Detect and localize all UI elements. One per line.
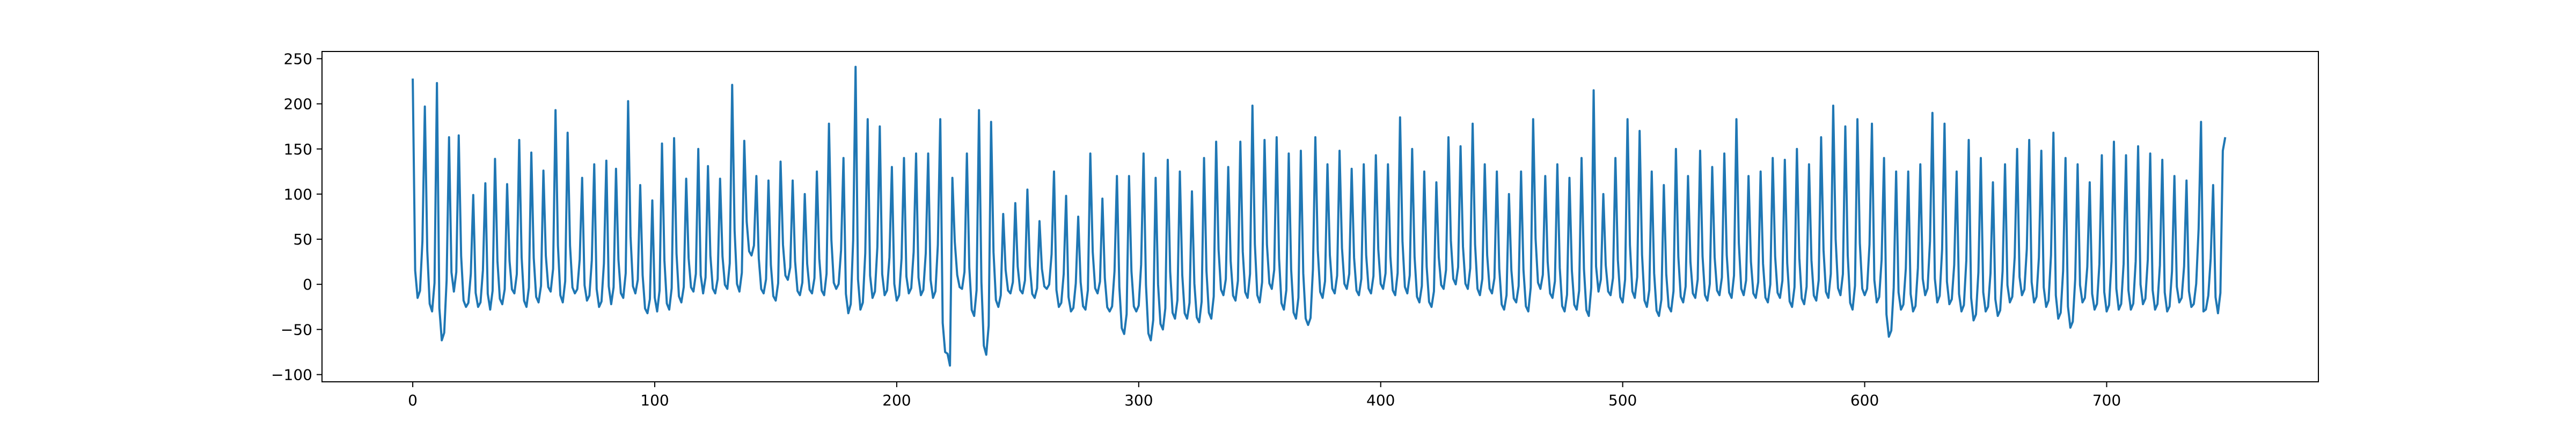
x-tick-label: 400 — [1366, 391, 1395, 409]
y-axis-ticks: −100 −50 0 50 100 150 200 250 — [271, 50, 322, 384]
x-tick-label: 200 — [882, 391, 911, 409]
series-line — [412, 65, 2227, 367]
series-layer — [412, 65, 2227, 367]
plot-area — [322, 51, 2318, 382]
y-tick-label: 100 — [284, 186, 312, 203]
y-tick-label: −100 — [271, 366, 312, 384]
x-tick-label: 600 — [1850, 391, 1879, 409]
plot-frame — [321, 51, 2319, 382]
x-axis-ticks: 0 100 200 300 400 500 600 700 — [408, 382, 2121, 409]
x-tick-label: 500 — [1608, 391, 1637, 409]
y-tick-label: 200 — [284, 95, 312, 113]
x-tick-label: 0 — [408, 391, 418, 409]
y-tick-label: 0 — [303, 276, 312, 293]
y-tick-label: 50 — [293, 231, 312, 248]
x-tick-label: 300 — [1124, 391, 1153, 409]
x-tick-label: 700 — [2092, 391, 2121, 409]
y-tick-label: −50 — [281, 321, 312, 338]
y-tick-label: 250 — [284, 50, 312, 68]
x-tick-label: 100 — [640, 391, 669, 409]
y-tick-label: 150 — [284, 140, 312, 158]
